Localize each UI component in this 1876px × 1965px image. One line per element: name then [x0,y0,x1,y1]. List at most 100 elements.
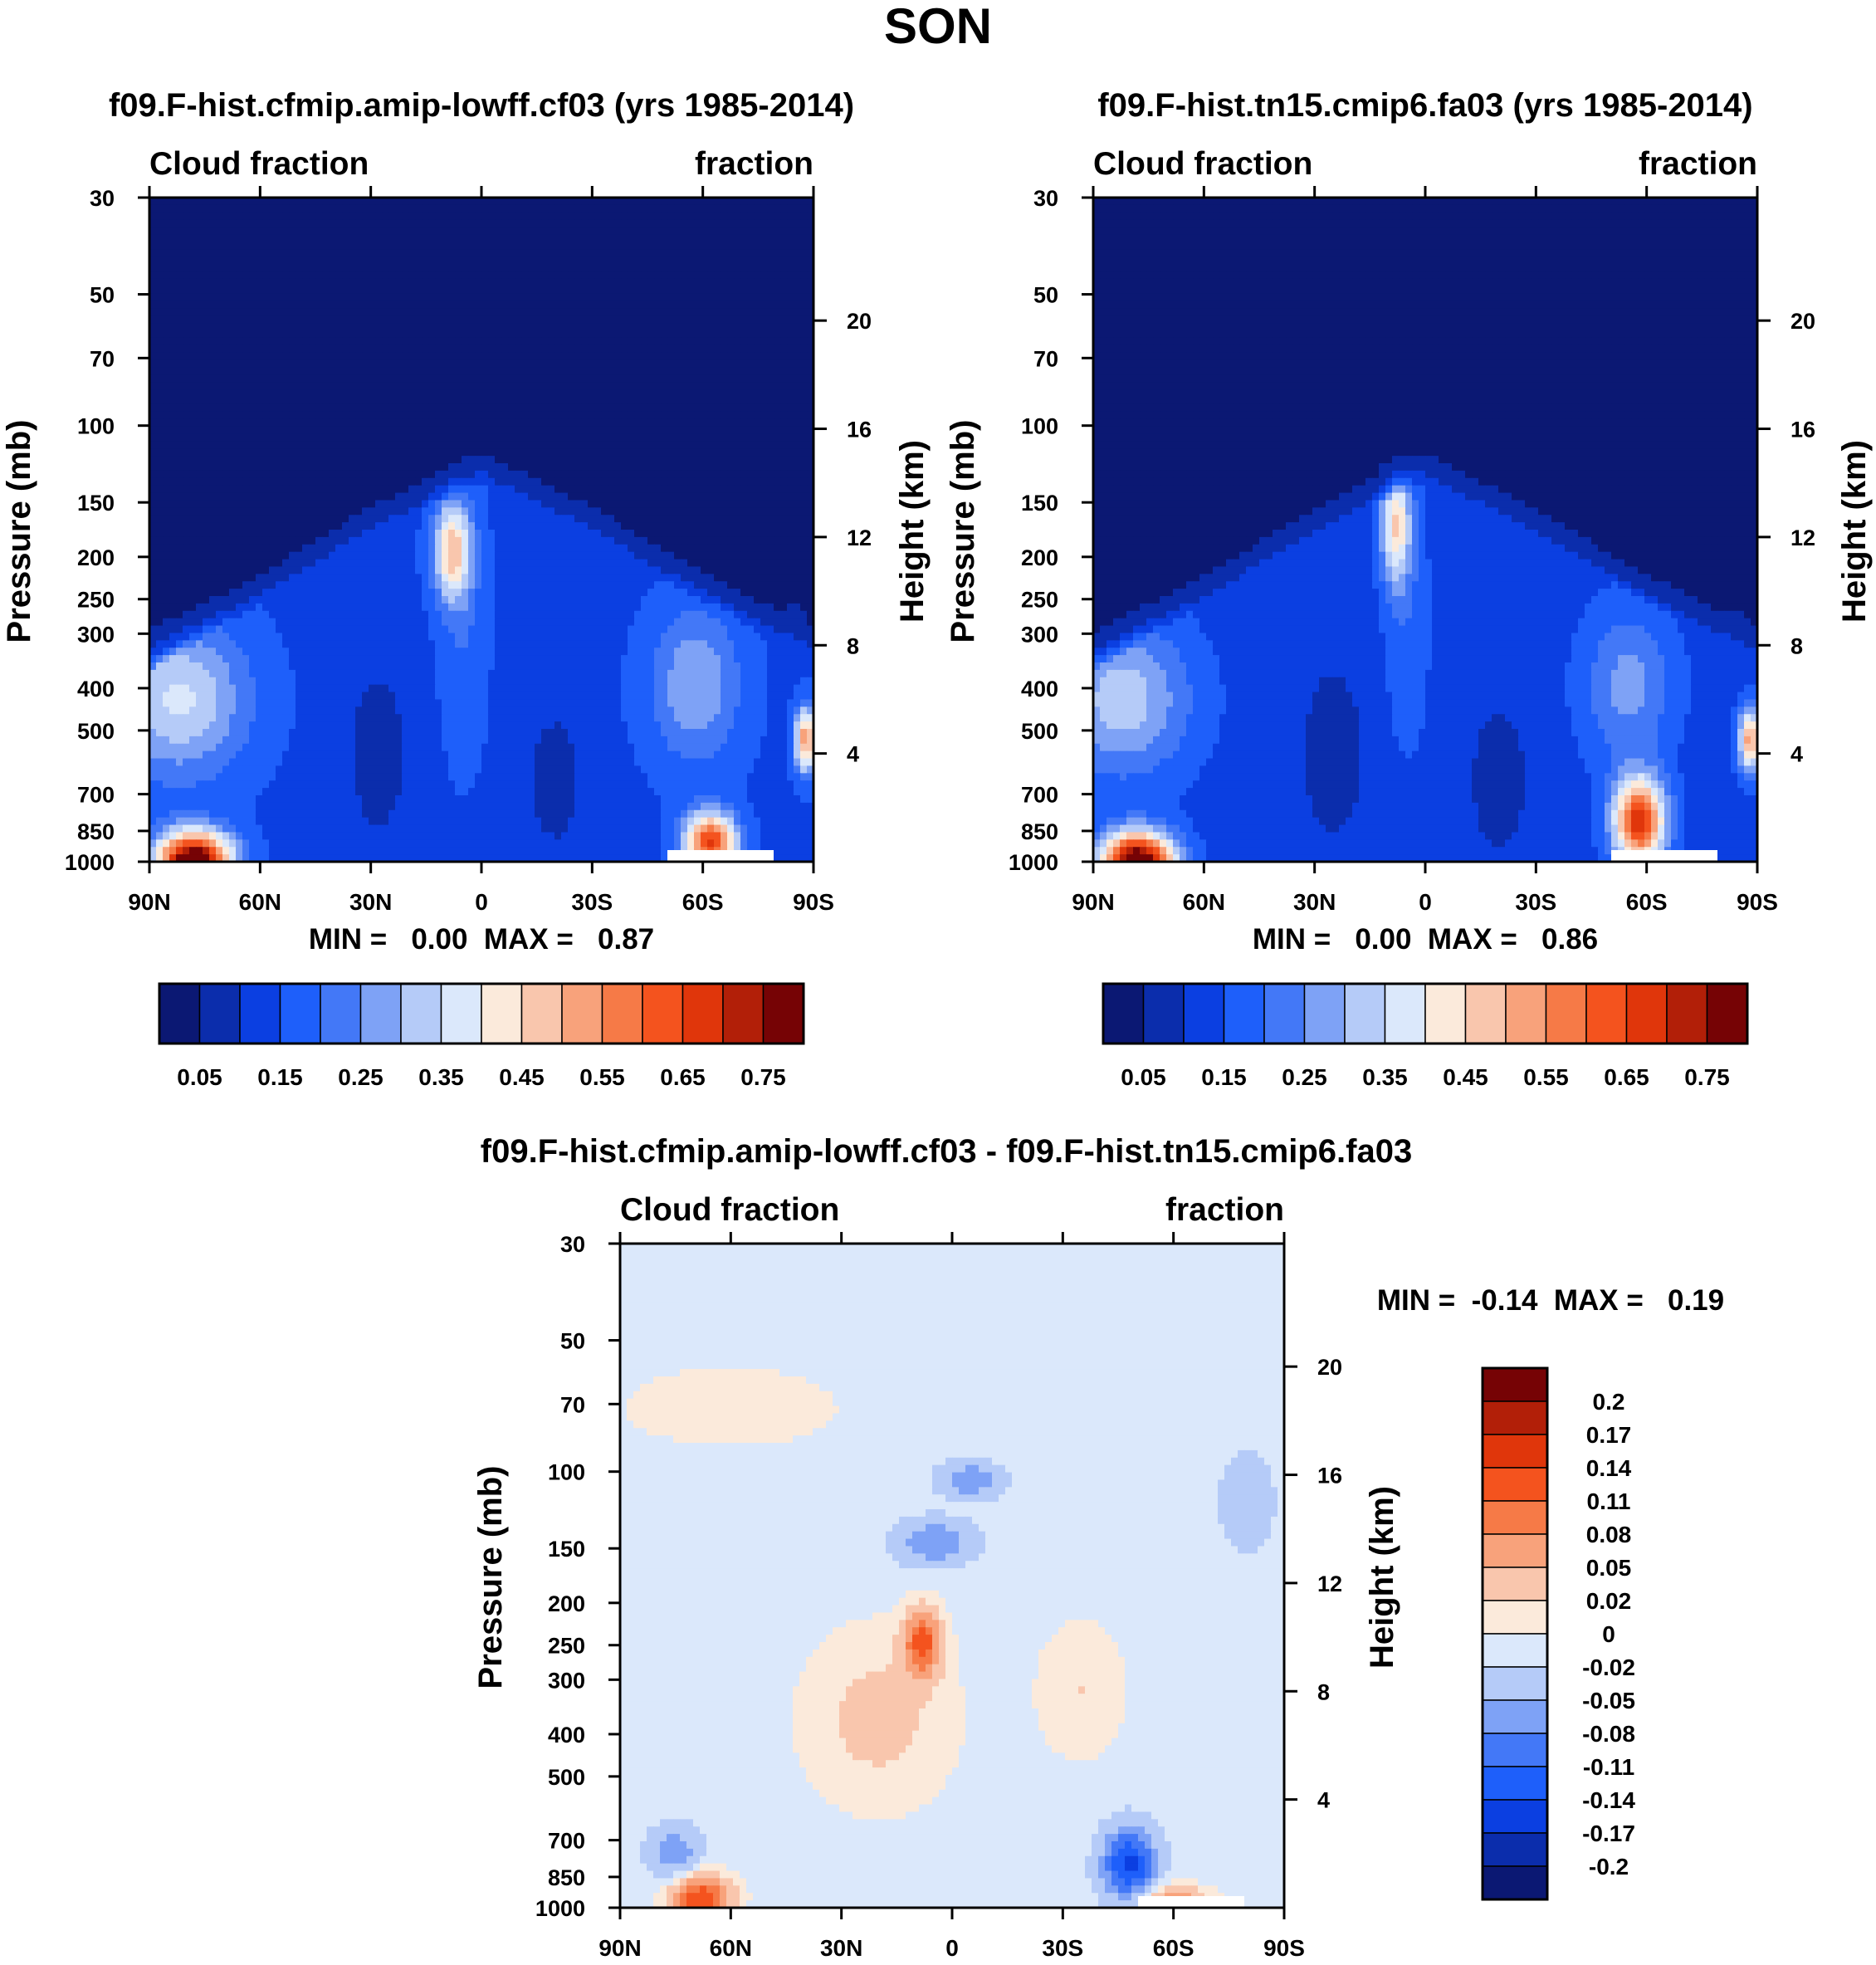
heatmap-cell [349,213,356,220]
heatmap-cell [495,249,502,257]
heatmap-cell [422,213,429,220]
heatmap-cell [641,264,648,271]
heatmap-cell [535,249,542,257]
heatmap-cell [342,220,349,227]
heatmap-cell [481,264,489,271]
heatmap-cell [628,227,635,235]
heatmap-cell [408,249,416,257]
heatmap-cell [561,279,569,286]
heatmap-cell [800,279,808,286]
heatmap-cell [707,257,715,264]
heatmap-cell [362,271,369,279]
heatmap-cell [740,213,748,220]
heatmap-cell [667,213,675,220]
heatmap-cell [548,234,555,242]
heatmap-cell [594,271,602,279]
heatmap-cell [442,227,449,235]
heatmap-cell [654,271,662,279]
heatmap-cell [481,257,489,264]
heatmap-cell [442,205,449,213]
heatmap-cell [209,220,217,227]
heatmap-cell [647,220,655,227]
heatmap-cell [568,213,575,220]
heatmap-cell [402,213,409,220]
heatmap-cell [701,220,708,227]
heatmap-cell [707,249,715,257]
heatmap-cell [322,234,330,242]
heatmap-cell [727,264,735,271]
heatmap-cell [780,242,788,249]
heatmap-cell [196,264,203,271]
heatmap-cell [508,205,515,213]
heatmap-cell [774,220,781,227]
heatmap-cell [442,271,449,279]
heatmap-cell [707,271,715,279]
heatmap-cell [415,279,423,286]
heatmap-cell [196,220,203,227]
heatmap-cell [674,220,682,227]
heatmap-cell [767,249,774,257]
heatmap-cell [780,286,788,294]
heatmap-cell [694,220,701,227]
heatmap-cell [229,264,237,271]
heatmap-cell [402,220,409,227]
heatmap-cell [594,220,602,227]
heatmap-cell [661,249,668,257]
heatmap-cell [442,220,449,227]
left-subtitle: Cloud fraction [149,146,369,182]
heatmap-cell [754,249,761,257]
heatmap-cell [687,213,695,220]
heatmap-cell [249,271,256,279]
heatmap-cell [428,213,436,220]
heatmap-cell [183,286,190,294]
heatmap-cell [422,227,429,235]
heatmap-cell [561,220,569,227]
heatmap-cell [588,271,595,279]
heatmap-cell [183,257,190,264]
heatmap-cell [727,249,735,257]
heatmap-cell [481,249,489,257]
heatmap-cell [588,227,595,235]
heatmap-cell [335,205,343,213]
heatmap-cell [687,227,695,235]
heatmap-cell [614,227,622,235]
heatmap-cell [448,257,456,264]
heatmap-cell [282,257,290,264]
heatmap-cell [541,205,549,213]
heatmap-cell [229,286,237,294]
heatmap-cell [515,220,522,227]
heatmap-cell [442,213,449,220]
heatmap-cell [156,271,164,279]
heatmap-cell [435,220,442,227]
heatmap-cell [541,227,549,235]
heatmap-cell [561,205,569,213]
heatmap-cell [661,279,668,286]
heatmap-cell [249,227,256,235]
heatmap-cell [236,213,243,220]
heatmap-cell [721,220,728,227]
heatmap-cell [488,264,496,271]
heatmap-cell [236,286,243,294]
heatmap-cell [515,286,522,294]
heatmap-cell [780,264,788,271]
heatmap-cell [614,220,622,227]
heatmap-cell [196,205,203,213]
heatmap-cell [349,286,356,294]
heatmap-cell [369,227,376,235]
heatmap-cell [628,279,635,286]
heatmap-cell [289,234,296,242]
heatmap-cell [329,220,336,227]
heatmap-cell [448,227,456,235]
heatmap-cell [256,242,263,249]
heatmap-cell [415,220,423,227]
heatmap-cell [402,271,409,279]
heatmap-cell [754,227,761,235]
heatmap-cell [315,264,323,271]
heatmap-cell [495,279,502,286]
heatmap-cell [375,234,383,242]
heatmap-cell [342,227,349,235]
heatmap-cell [588,249,595,257]
heatmap-cell [734,257,741,264]
heatmap-cell [462,213,469,220]
heatmap-cell [535,279,542,286]
